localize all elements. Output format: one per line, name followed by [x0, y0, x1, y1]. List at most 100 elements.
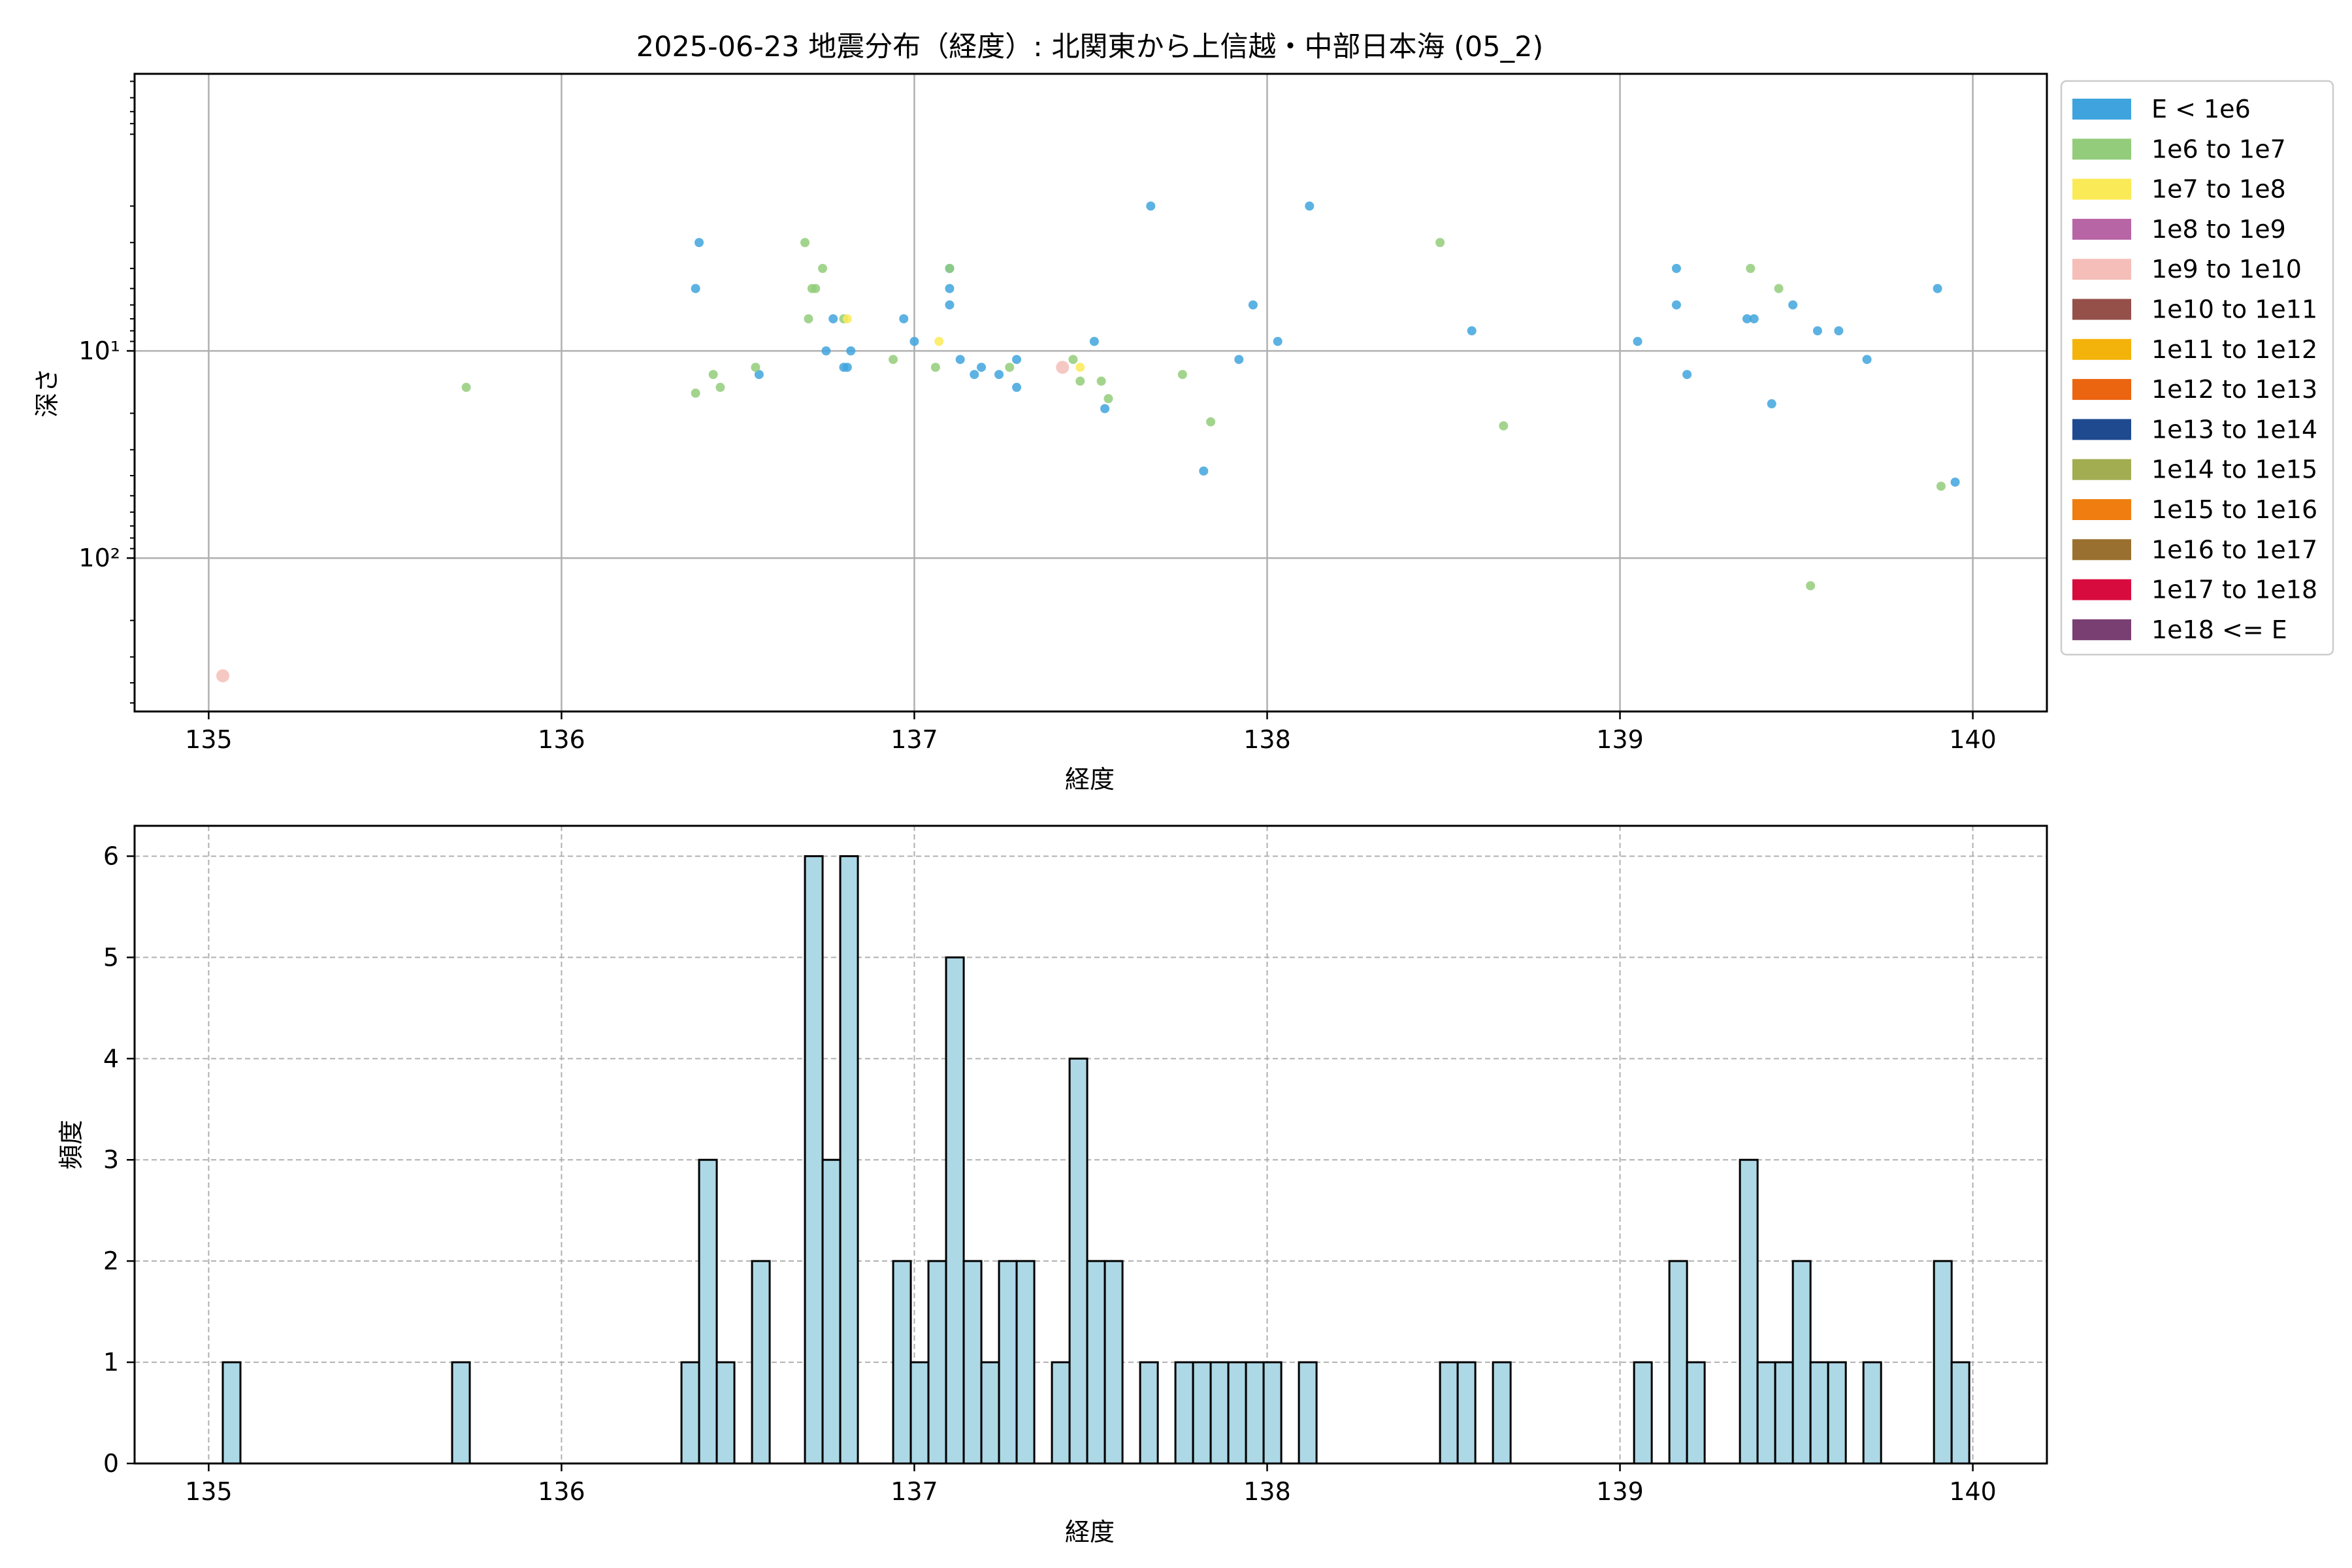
scatter-point [1206, 417, 1216, 427]
legend-label: 1e9 to 1e10 [2151, 255, 2302, 284]
histogram-bar [1139, 1361, 1159, 1465]
scatter-point [1749, 314, 1759, 323]
histogram-bar [1086, 1260, 1106, 1465]
legend-swatch [2072, 99, 2131, 120]
scatter-y-tick-label: 10¹ [78, 336, 120, 365]
legend-label: 1e15 to 1e16 [2151, 495, 2317, 524]
histogram-bar [1192, 1361, 1212, 1465]
histogram-bar [698, 1158, 718, 1465]
scatter-x-tick-label: 138 [1243, 725, 1291, 754]
histogram-x-tick-label: 140 [1949, 1477, 1997, 1506]
scatter-point [1103, 394, 1113, 404]
scatter-point [821, 346, 831, 356]
histogram-bar [1633, 1361, 1653, 1465]
scatter-point [1248, 300, 1258, 310]
scatter-point [970, 370, 979, 380]
legend-swatch [2072, 539, 2131, 561]
histogram-bar [1456, 1361, 1477, 1465]
scatter-point [909, 336, 919, 346]
scatter-point [842, 363, 852, 372]
scatter-grid [135, 74, 2047, 711]
scatter-point [694, 238, 704, 248]
histogram-bar [892, 1260, 912, 1465]
legend-label: E < 1e6 [2151, 95, 2251, 123]
histogram-x-tick-label: 135 [185, 1477, 233, 1506]
histogram-bar [1051, 1361, 1071, 1465]
histogram-bar [1262, 1361, 1282, 1465]
scatter-point [994, 370, 1004, 380]
scatter-point [691, 388, 700, 398]
scatter-point [1005, 363, 1015, 372]
scatter-x-tick-label: 140 [1949, 725, 1997, 754]
legend-swatch [2072, 619, 2131, 640]
scatter-point [1100, 404, 1110, 414]
scatter-point [1633, 336, 1642, 346]
scatter-point [818, 263, 828, 273]
histogram-y-tick-label: 2 [103, 1247, 119, 1275]
histogram-y-tick-label: 3 [103, 1145, 119, 1174]
histogram-bar [1774, 1361, 1794, 1465]
scatter-points [216, 201, 1960, 683]
histogram-bar [1439, 1361, 1459, 1465]
scatter-point [1950, 477, 1960, 487]
histogram-bar [1245, 1361, 1265, 1465]
scatter-x-tick-label: 136 [538, 725, 585, 754]
legend-label: 1e6 to 1e7 [2151, 135, 2286, 163]
histogram-y-tick-label: 1 [103, 1348, 119, 1377]
histogram-plot-area [133, 825, 2048, 1465]
legend-label: 1e7 to 1e8 [2151, 175, 2286, 204]
histogram-bar [1174, 1361, 1194, 1465]
scatter-point [691, 284, 700, 293]
scatter-point [1089, 336, 1099, 346]
histogram-axes: 135 136 137 138 139 140 0 1 2 3 4 5 6 [103, 841, 1997, 1506]
legend-swatch [2072, 259, 2131, 280]
scatter-point [1467, 326, 1477, 336]
legend-label: 1e13 to 1e14 [2151, 415, 2317, 444]
scatter-point [1834, 326, 1844, 336]
histogram-bars [221, 855, 1970, 1465]
histogram-bar [804, 855, 824, 1465]
scatter-point [977, 363, 987, 372]
scatter-point [1936, 482, 1946, 491]
histogram-bar [1739, 1158, 1759, 1465]
histogram-bar [1068, 1057, 1088, 1465]
scatter-point [1056, 361, 1070, 374]
scatter-point [1671, 263, 1681, 273]
scatter-point [216, 669, 230, 683]
scatter-point [1305, 201, 1315, 211]
scatter-point [1774, 284, 1784, 293]
histogram-y-tick-label: 0 [103, 1449, 119, 1478]
histogram-bar [715, 1361, 736, 1465]
legend-label: 1e16 to 1e17 [2151, 535, 2317, 564]
histogram-bar [1862, 1361, 1882, 1465]
scatter-point [1933, 284, 1942, 293]
scatter-point [945, 263, 955, 273]
scatter-plot-area [133, 73, 2048, 713]
scatter-point [1435, 238, 1445, 248]
histogram-x-tick-label: 136 [538, 1477, 585, 1506]
scatter-point [955, 355, 965, 365]
histogram-bar [1227, 1361, 1247, 1465]
scatter-point [1075, 376, 1085, 386]
histogram-bar [962, 1260, 983, 1465]
scatter-point [1671, 300, 1681, 310]
scatter-point [828, 314, 838, 323]
scatter-point [461, 382, 471, 392]
histogram-x-tick-label: 138 [1243, 1477, 1291, 1506]
legend-label: 1e17 to 1e18 [2151, 576, 2317, 604]
scatter-point [846, 346, 856, 356]
legend-swatch [2072, 338, 2131, 360]
scatter-x-tick-label: 135 [185, 725, 233, 754]
legend-swatch [2072, 579, 2131, 600]
legend-label: 1e18 <= E [2151, 615, 2287, 644]
histogram-bar [927, 1260, 947, 1465]
histogram-bar [1809, 1361, 1829, 1465]
scatter-point [754, 370, 764, 380]
scatter-point [708, 370, 718, 380]
histogram-bar [839, 855, 859, 1465]
scatter-point [934, 336, 944, 346]
scatter-point [1788, 300, 1798, 310]
histogram-y-tick-label: 6 [103, 841, 119, 870]
scatter-point [1273, 336, 1282, 346]
